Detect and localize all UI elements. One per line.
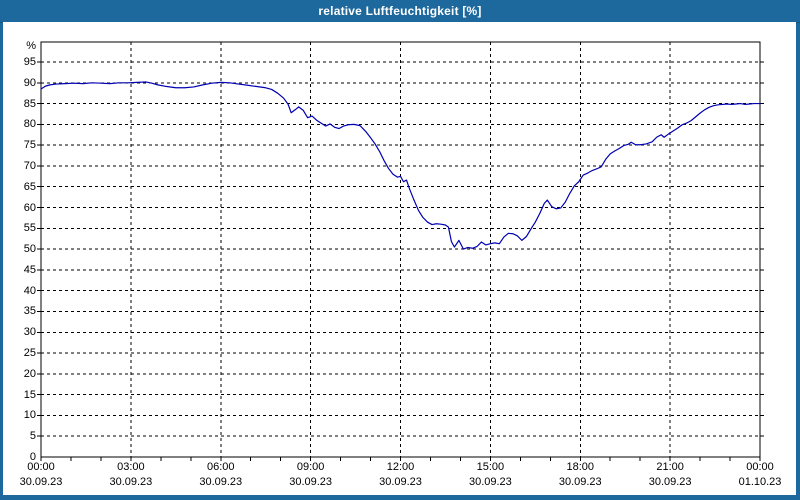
y-axis-label: 95 xyxy=(23,56,36,68)
x-axis-time-label: 18:00 xyxy=(566,461,595,473)
y-axis-label: 55 xyxy=(23,222,36,235)
x-axis-time-label: 15:00 xyxy=(476,461,505,473)
y-axis-label: 70 xyxy=(23,159,36,172)
humidity-series-line xyxy=(40,81,761,250)
series-line xyxy=(40,81,761,250)
x-axis-date-label: 30.09.23 xyxy=(558,476,602,488)
x-axis-date-label: 30.09.23 xyxy=(468,476,512,488)
y-axis-unit-label: % xyxy=(26,40,36,52)
y-axis-label: 75 xyxy=(23,139,36,152)
window-titlebar[interactable]: relative Luftfeuchtigkeit [%] xyxy=(0,0,800,23)
y-axis-label: 45 xyxy=(23,263,36,276)
gridlines xyxy=(41,42,760,457)
x-axis-date-label: 30.09.23 xyxy=(199,476,243,488)
x-axis-date-label: 01.10.23 xyxy=(738,476,782,488)
y-axis-label: 15 xyxy=(23,388,36,401)
x-axis-time-label: 03:00 xyxy=(117,461,145,473)
axis-ticks xyxy=(37,61,764,461)
x-axis-time-label: 06:00 xyxy=(206,461,235,473)
chart-panel: % 0 5 10 15 20 25 30 35 40 45 50 55 60 65 70 75 80 85 90 95 0… xyxy=(3,22,796,495)
y-axis-label: 25 xyxy=(23,347,36,360)
y-axis-label: 40 xyxy=(23,284,36,297)
x-axis-date-label: 30.09.23 xyxy=(109,476,153,488)
y-axis-label: 80 xyxy=(23,118,36,131)
y-axis-label: 10 xyxy=(23,409,36,422)
y-axis-label: 65 xyxy=(23,180,36,193)
y-axis-label: 60 xyxy=(23,201,36,214)
y-axis-label: 85 xyxy=(23,97,36,110)
x-axis-date-label: 30.09.23 xyxy=(289,476,333,488)
y-axis-label: 5 xyxy=(29,430,36,443)
x-axis-date-label: 30.09.23 xyxy=(648,476,692,488)
y-axis-label: 30 xyxy=(23,326,36,339)
x-axis-time-label: 00:00 xyxy=(746,461,774,473)
x-axis-time-label: 12:00 xyxy=(386,461,415,473)
y-axis-label: 90 xyxy=(23,76,36,89)
y-axis-label: 50 xyxy=(23,243,36,256)
y-axis-label: 0 xyxy=(29,451,36,463)
y-axis-label: 35 xyxy=(23,305,36,318)
x-axis-time-label: 00:00 xyxy=(27,461,55,473)
y-axis-label: 20 xyxy=(23,367,36,380)
x-axis-time-label: 21:00 xyxy=(656,461,684,473)
x-axis-date-label: 30.09.23 xyxy=(19,476,63,488)
humidity-line-chart xyxy=(37,41,764,461)
x-axis-date-label: 30.09.23 xyxy=(379,476,422,488)
window-title: relative Luftfeuchtigkeit [%] xyxy=(318,4,482,18)
x-axis-time-label: 09:00 xyxy=(296,461,325,473)
